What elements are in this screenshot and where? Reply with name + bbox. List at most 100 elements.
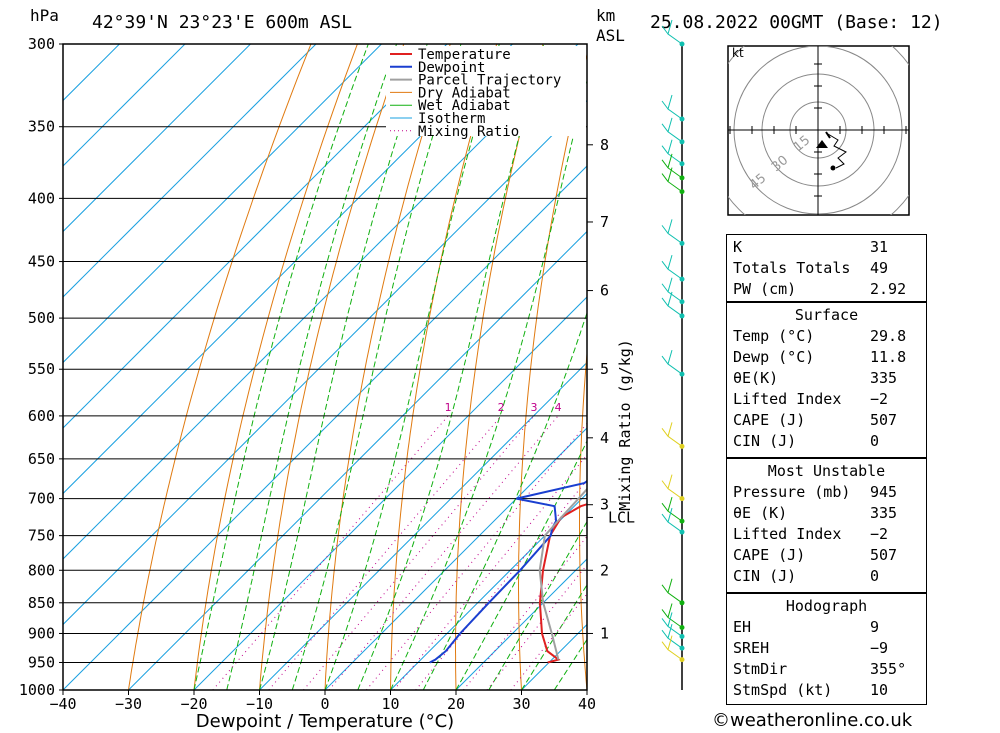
mixing-ratio-line [268,415,502,690]
mu-row: CAPE (J) 507 [729,545,924,566]
legend-entry: Dewpoint [418,60,485,76]
mu-value: 507 [870,546,898,564]
wind-barb [661,603,683,628]
index-label: K [733,238,743,256]
surface-row: Lifted Index −2 [729,389,924,410]
legend-entry: Temperature [418,47,511,63]
isotherm-line [324,427,587,690]
dry-adiabat-line [324,44,451,690]
mu-row: θE (K) 335 [729,503,924,524]
temperature-curve [538,503,587,664]
index-value: 49 [870,259,889,277]
pressure-tick-label: 450 [28,253,55,271]
isotherm-line [63,99,587,626]
hodo-value: −9 [870,639,889,657]
surface-label: θE(K) [733,369,779,387]
hodo-value: 10 [870,681,889,699]
surface-label: Dewp (°C) [733,348,815,366]
temp-tick-label: −40 [49,695,76,713]
wind-barb [661,578,683,604]
hodograph-unit: kt [732,46,744,60]
hodo-row: StmDir 355° [729,659,924,680]
pressure-tick-label: 900 [28,624,55,642]
pressure-tick-label: 550 [28,360,55,378]
hodo-value: 355° [870,660,907,678]
pressure-tick-label: 1000 [19,681,55,699]
surface-row: θE(K) 335 [729,368,924,389]
mu-label: Pressure (mb) [733,483,851,501]
surface-value: −2 [870,390,889,408]
wind-barb [661,349,683,375]
storm-motion-marker [816,140,828,148]
hodograph-table-title: Hodograph [785,597,868,615]
footer-credit[interactable]: ©weatheronline.co.uk [712,710,913,731]
mixing-ratio-label: 20 [700,401,714,414]
hodo-value: 9 [870,618,880,636]
mixing-ratio-label: 4 [555,401,562,414]
mu-label: CAPE (J) [733,546,806,564]
surface-value: 11.8 [870,348,907,366]
index-value: 31 [870,238,889,256]
hpa-label: hPa [30,6,59,25]
wind-barb [661,474,683,500]
most-unstable-title: Most Unstable [767,462,886,480]
temp-tick-label: 40 [578,695,596,713]
temp-tick-label: 30 [512,695,530,713]
wind-barb [661,219,683,244]
hodo-row: EH 9 [729,617,924,638]
mixing-ratio-label: 2 [498,401,505,414]
dry-adiabat-line [639,44,683,690]
mu-value: 335 [870,504,898,522]
pressure-tick-label: 300 [28,35,55,53]
mu-label: Lifted Index [733,525,842,543]
isotherm-line [63,165,587,690]
dry-adiabat-line [518,52,587,690]
temp-tick-label: 0 [320,695,329,713]
isotherm-line [193,296,587,690]
mixing-ratio-line [212,415,449,690]
mixing-ratio-axis-label: Mixing Ratio (g/kg) [616,339,634,511]
mixing-ratio-label: 1 [445,401,452,414]
surface-box: Surface Temp (°C) 29.8 Dewp (°C) 11.8 θE(K… [726,302,927,458]
hodograph-trace [827,133,847,169]
index-value: 2.92 [870,280,907,298]
mixing-ratio-line [328,415,559,690]
index-row-k: K 31 [729,237,924,258]
mu-label: CIN (J) [733,567,797,585]
asl-label: ASL [596,26,625,45]
surface-value: 507 [870,411,898,429]
x-axis-label: Dewpoint / Temperature (°C) [196,711,454,732]
surface-row: CAPE (J) 507 [729,410,924,431]
hodograph-start-point [825,131,831,139]
hodo-label: StmSpd (kt) [733,681,833,699]
isotherm-line [455,558,587,690]
wind-barb [661,19,683,45]
mixing-ratio-line [393,454,587,690]
hodo-label: EH [733,618,752,636]
pressure-tick-label: 650 [28,450,55,468]
wind-barb [661,624,683,649]
wind-barb [661,255,683,280]
wind-barb [661,507,683,533]
pressure-tick-label: 850 [28,594,55,612]
mixing-ratio-label: 16 [678,401,692,414]
wet-adiabat-line [291,44,462,690]
isotherm-line [128,230,587,690]
mixing-ratio-label: 3 [530,401,537,414]
pressure-tick-label: 800 [28,561,55,579]
wind-barb [661,422,683,447]
wind-barb [661,497,683,522]
hodograph-table-box: Hodograph EH 9 SREH −9 StmDir 355° StmSpd (… [726,593,927,705]
hodo-row: SREH −9 [729,638,924,659]
indices-box: K 31 Totals Totals 49 PW (cm) 2.92 [726,234,927,302]
index-row-tt: Totals Totals 49 [729,258,924,279]
most-unstable-box: Most Unstable Pressure (mb) 945 θE (K) 335… [726,458,927,593]
legend-entry: Isotherm [418,111,485,127]
pressure-tick-label: 950 [28,653,55,671]
km-tick-label: 1 [600,624,609,642]
wet-adiabat-line [488,520,587,690]
pressure-tick-label: 700 [28,490,55,508]
surface-row: Dewp (°C) 11.8 [729,347,924,368]
